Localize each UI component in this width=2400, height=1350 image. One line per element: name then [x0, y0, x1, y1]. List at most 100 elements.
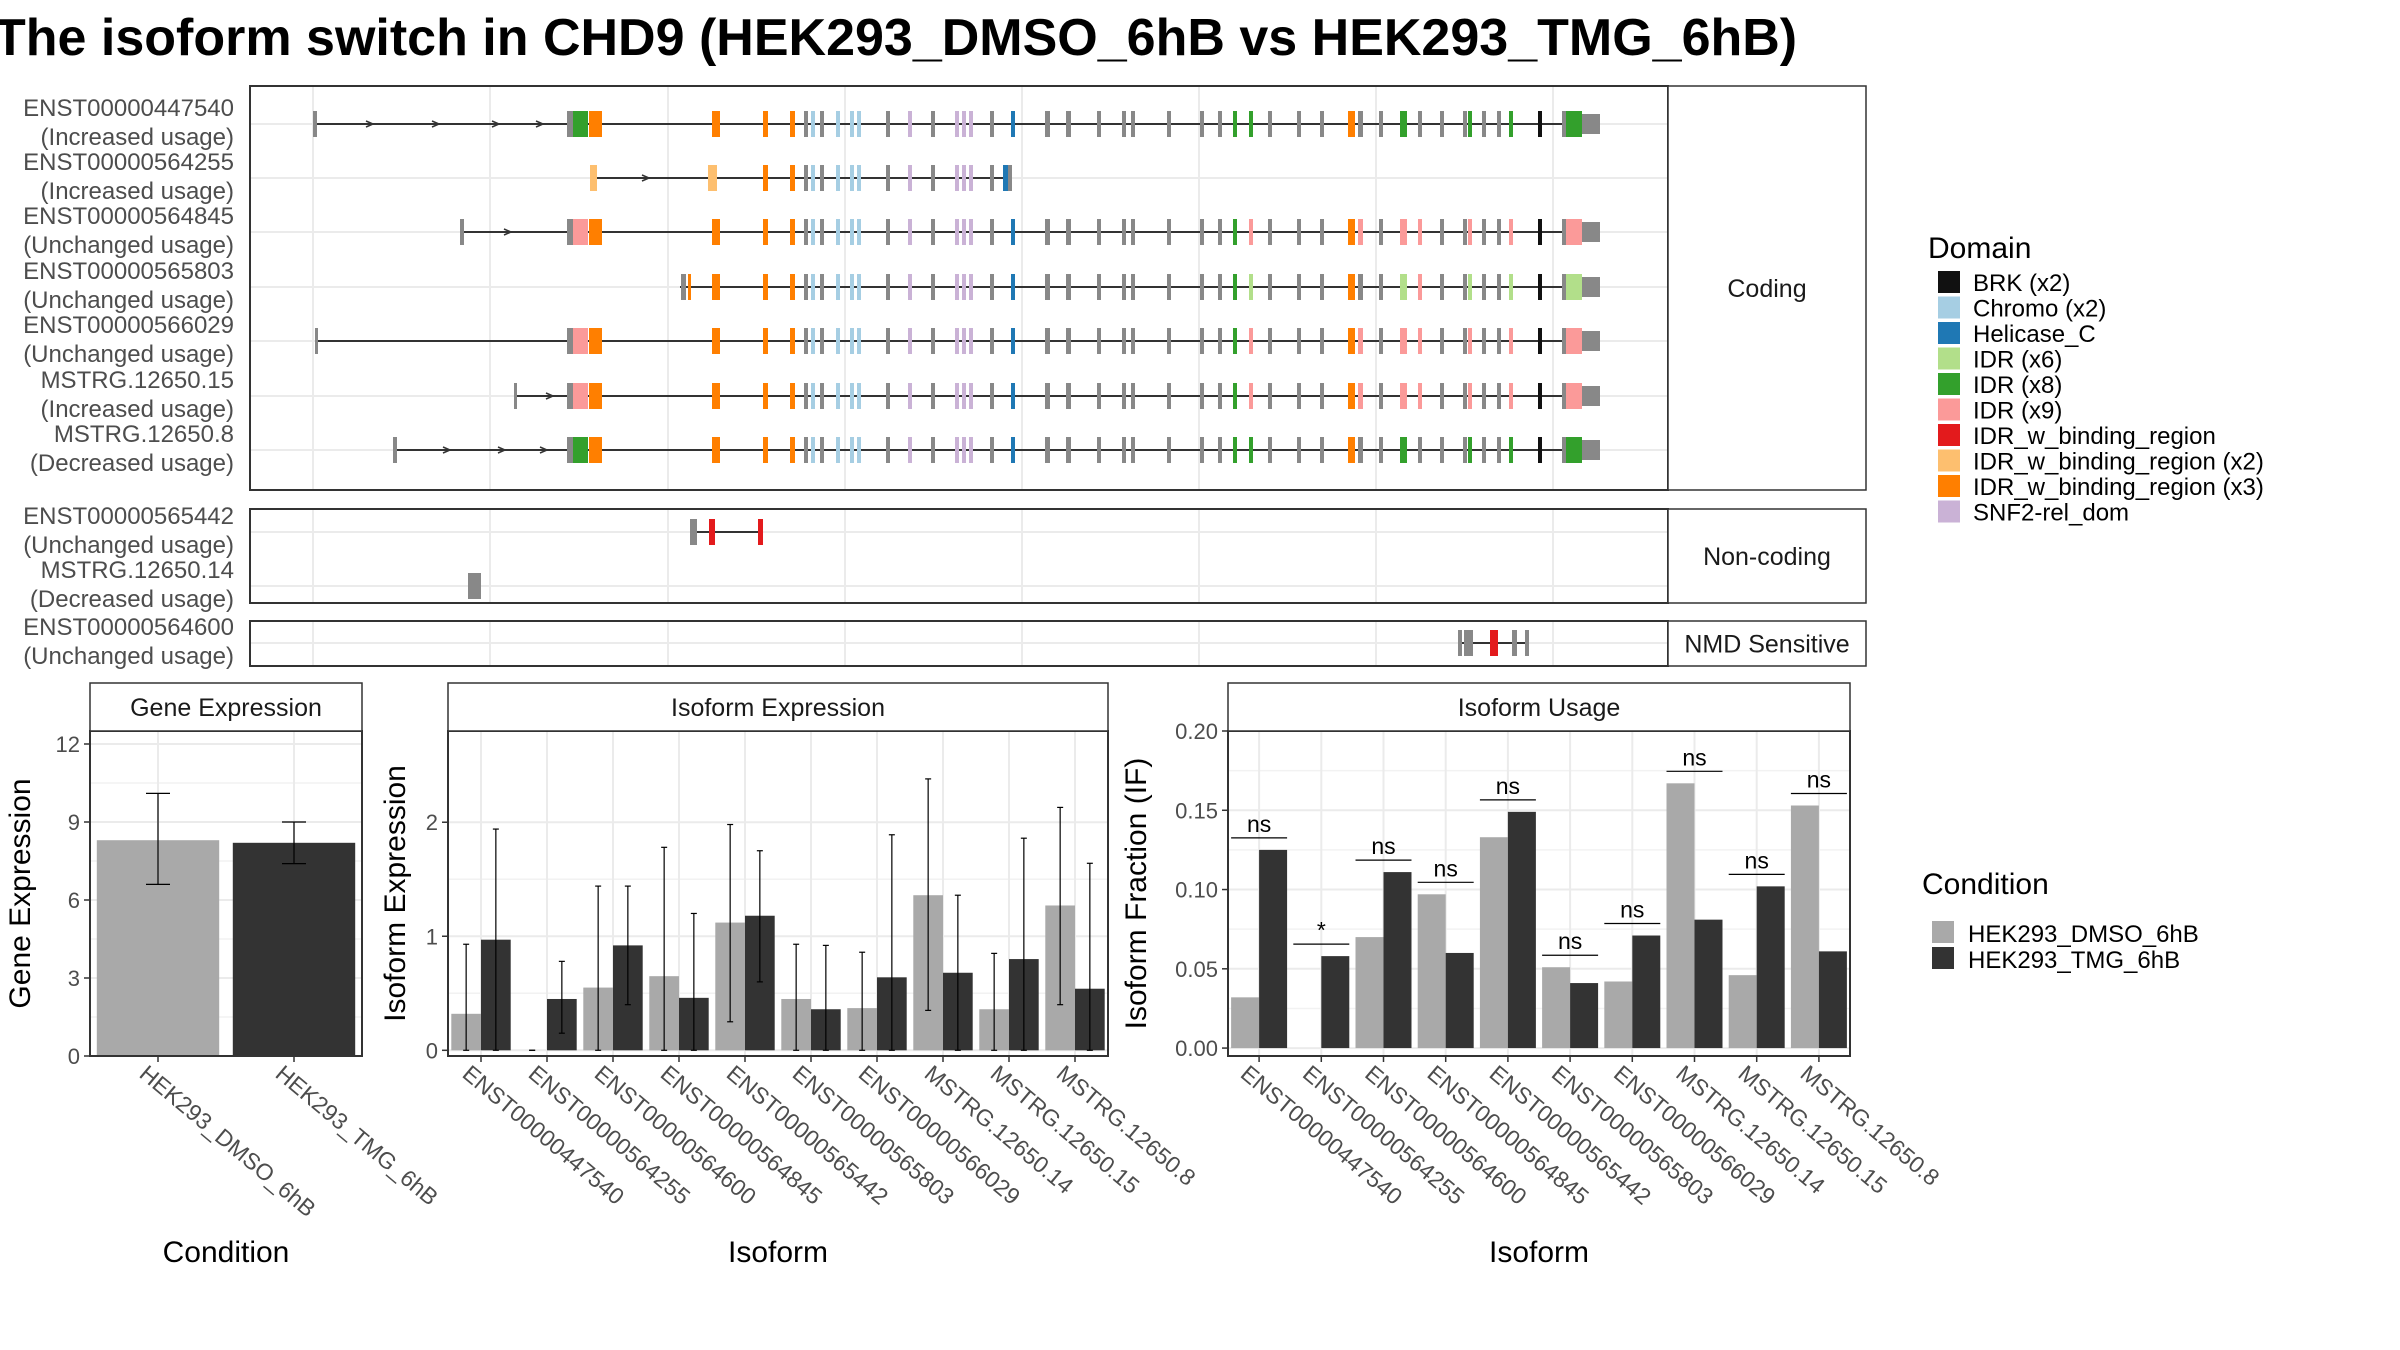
exon	[567, 328, 573, 354]
exon	[1379, 274, 1383, 300]
exon	[567, 219, 573, 245]
structure-panel: Non-coding ENST00000565442(Unchanged usag…	[23, 503, 1867, 613]
exon	[962, 111, 966, 137]
domain-legend-key	[1938, 449, 1960, 472]
y-tick-label: 0.15	[1175, 798, 1218, 823]
exon	[688, 274, 691, 300]
bar	[1259, 849, 1288, 1049]
y-tick-label: 0.00	[1175, 1036, 1218, 1061]
exon	[836, 219, 840, 245]
bar	[1231, 997, 1260, 1049]
exon	[1011, 383, 1015, 409]
exon	[1268, 328, 1272, 354]
exon	[1566, 437, 1576, 463]
transcript-id: MSTRG.12650.8	[54, 421, 234, 448]
exon	[1297, 383, 1301, 409]
exon	[790, 383, 795, 409]
exon	[1509, 437, 1513, 463]
exon	[1167, 111, 1171, 137]
exon	[763, 383, 768, 409]
bar	[1507, 811, 1536, 1049]
exon	[1538, 437, 1542, 463]
exon	[836, 383, 840, 409]
utr-block	[1582, 222, 1600, 242]
exon	[1131, 328, 1135, 354]
exon	[1400, 111, 1407, 137]
exon	[1097, 383, 1101, 409]
exon	[567, 111, 573, 137]
exon	[589, 111, 602, 137]
exon	[1200, 437, 1204, 463]
significance-label: *	[1317, 917, 1326, 943]
transcript-id: MSTRG.12650.15	[41, 367, 234, 394]
condition-legend-key	[1932, 947, 1954, 969]
exon	[1348, 111, 1355, 137]
significance-label: ns	[1807, 767, 1831, 793]
y-axis-title: Gene Expression	[4, 778, 37, 1008]
exon	[990, 328, 994, 354]
domain-legend-key	[1938, 500, 1960, 523]
exon	[1167, 437, 1171, 463]
y-tick-label: 2	[426, 810, 438, 835]
exon	[1497, 437, 1501, 463]
exon	[850, 383, 854, 409]
exon	[955, 328, 959, 354]
y-tick-label: 6	[68, 888, 80, 913]
exon	[763, 437, 768, 463]
exon	[1268, 274, 1272, 300]
exon	[763, 328, 768, 354]
exon	[690, 519, 697, 545]
exon	[1122, 219, 1126, 245]
exon	[1400, 274, 1407, 300]
exon	[886, 219, 890, 245]
significance-label: ns	[1620, 897, 1644, 923]
domain-legend-label: IDR_w_binding_region (x2)	[1973, 449, 2264, 476]
exon	[573, 219, 588, 245]
exon	[804, 165, 808, 191]
exon	[886, 383, 890, 409]
domain-legend-label: SNF2-rel_dom	[1973, 500, 2129, 527]
exon	[850, 111, 854, 137]
transcript-usage: (Decreased usage)	[30, 450, 234, 477]
exon	[955, 219, 959, 245]
condition-legend-key	[1932, 921, 1954, 943]
exon	[1218, 274, 1222, 300]
exon	[790, 328, 795, 354]
exon	[1562, 328, 1566, 354]
transcript-row: ENST00000447540(Increased usage)	[23, 95, 1600, 151]
exon	[908, 274, 912, 300]
plot-strip-title: Isoform Expression	[671, 694, 885, 722]
exon	[1045, 383, 1050, 409]
plot-strip	[447, 682, 1109, 732]
exon	[811, 111, 815, 137]
exon	[1268, 383, 1272, 409]
exon	[908, 111, 912, 137]
exon	[1562, 437, 1566, 463]
intron-arrow	[365, 120, 375, 128]
exon	[1576, 383, 1582, 409]
exon	[1348, 274, 1355, 300]
exon	[1482, 274, 1486, 300]
intron-arrow	[491, 120, 501, 128]
exon	[850, 219, 854, 245]
exon	[1249, 383, 1253, 409]
exon	[931, 111, 935, 137]
exon	[955, 165, 959, 191]
exon	[1200, 219, 1204, 245]
utr-block	[1582, 386, 1600, 406]
exon	[857, 165, 861, 191]
exon	[1218, 328, 1222, 354]
transcript-id: ENST00000447540	[23, 95, 234, 122]
exon	[1320, 219, 1324, 245]
exon	[1297, 274, 1301, 300]
exon	[836, 111, 840, 137]
exon	[1538, 111, 1542, 137]
exon	[836, 165, 840, 191]
exon	[1218, 111, 1222, 137]
exon	[573, 328, 588, 354]
exon	[1418, 274, 1422, 300]
exon	[590, 165, 597, 191]
exon	[1440, 328, 1444, 354]
exon	[790, 219, 795, 245]
exon	[908, 219, 912, 245]
